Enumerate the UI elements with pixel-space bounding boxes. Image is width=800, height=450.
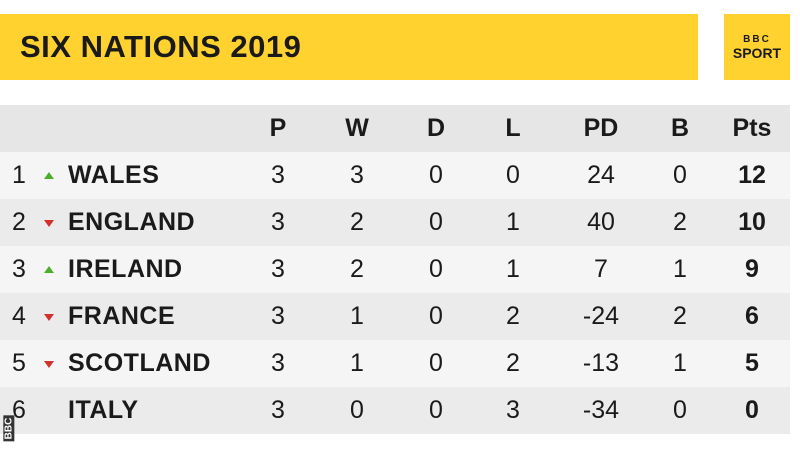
column-header: B <box>670 114 690 142</box>
position: 6 <box>12 396 26 424</box>
stat: 0 <box>429 302 443 330</box>
stat: 0 <box>429 208 443 236</box>
stat: 3 <box>506 396 520 424</box>
logo-bbc: BBC <box>743 34 771 45</box>
stat: 2 <box>673 302 687 330</box>
header-row: P W D L PD B Pts <box>0 105 790 152</box>
stat: 2 <box>506 349 520 377</box>
team-name: IRELAND <box>68 255 183 283</box>
stat: 2 <box>506 302 520 330</box>
movement-down <box>44 220 54 227</box>
table-row: 1 WALES 3 3 0 0 24 0 12 <box>0 152 790 199</box>
stat: 3 <box>271 396 285 424</box>
stat: 3 <box>271 349 285 377</box>
movement-arrow <box>44 314 54 321</box>
stat: 24 <box>587 161 615 189</box>
stat: 0 <box>673 161 687 189</box>
points: 5 <box>745 349 759 377</box>
points: 0 <box>745 396 759 424</box>
column-header: L <box>505 114 521 142</box>
team-name: SCOTLAND <box>68 349 211 377</box>
stat: 0 <box>506 161 520 189</box>
title: SIX NATIONS 2019 <box>20 29 302 64</box>
movement-arrow <box>44 266 54 273</box>
movement-up <box>44 172 54 179</box>
column-header: D <box>426 114 446 142</box>
movement-up <box>44 266 54 273</box>
stat: 0 <box>429 255 443 283</box>
movement-arrow <box>44 172 54 179</box>
table-row: 6 ITALY 3 0 0 3 -34 0 0 <box>0 387 790 434</box>
stat: 2 <box>350 255 364 283</box>
points: 12 <box>738 161 766 189</box>
stat: 2 <box>350 208 364 236</box>
stat: -24 <box>582 302 620 330</box>
points: 10 <box>738 208 766 236</box>
stat: 1 <box>673 255 687 283</box>
movement-arrow <box>44 220 54 227</box>
position: 3 <box>12 255 26 283</box>
stat: 1 <box>506 255 520 283</box>
stat: 3 <box>271 208 285 236</box>
team-name: ENGLAND <box>68 208 196 236</box>
column-header: PD <box>583 114 619 142</box>
movement-down <box>44 361 54 368</box>
column-header: W <box>345 114 369 142</box>
stat: -34 <box>582 396 620 424</box>
position: 2 <box>12 208 26 236</box>
table-row: 5 SCOTLAND 3 1 0 2 -13 1 5 <box>0 340 790 387</box>
stat: 3 <box>271 302 285 330</box>
stat: 3 <box>271 255 285 283</box>
stat: 0 <box>350 396 364 424</box>
table-row: 2 ENGLAND 3 2 0 1 40 2 10 <box>0 199 790 246</box>
position: 1 <box>12 161 26 189</box>
stat: 0 <box>429 396 443 424</box>
stat: 1 <box>350 302 364 330</box>
watermark: BBC <box>3 415 15 442</box>
table-row: 4 FRANCE 3 1 0 2 -24 2 6 <box>0 293 790 340</box>
stat: 3 <box>350 161 364 189</box>
position: 5 <box>12 349 26 377</box>
column-header: Pts <box>732 114 772 142</box>
logo-sport: SPORT <box>732 45 782 61</box>
points: 9 <box>745 255 759 283</box>
stat: 0 <box>673 396 687 424</box>
team-name: ITALY <box>68 396 139 424</box>
stat: -13 <box>582 349 620 377</box>
title-bar <box>0 14 698 80</box>
logo: BBC SPORT <box>724 14 790 80</box>
stat: 7 <box>594 255 608 283</box>
column-header: P <box>269 114 287 142</box>
points: 6 <box>745 302 759 330</box>
movement-down <box>44 314 54 321</box>
team-name: WALES <box>68 161 160 189</box>
table-row: 3 IRELAND 3 2 0 1 7 1 9 <box>0 246 790 293</box>
stat: 1 <box>350 349 364 377</box>
team-name: FRANCE <box>68 302 176 330</box>
stat: 2 <box>673 208 687 236</box>
stat: 1 <box>506 208 520 236</box>
movement-arrow <box>44 361 54 368</box>
stat: 1 <box>673 349 687 377</box>
stat: 0 <box>429 161 443 189</box>
stat: 40 <box>587 208 615 236</box>
stat: 0 <box>429 349 443 377</box>
stat: 3 <box>271 161 285 189</box>
position: 4 <box>12 302 26 330</box>
